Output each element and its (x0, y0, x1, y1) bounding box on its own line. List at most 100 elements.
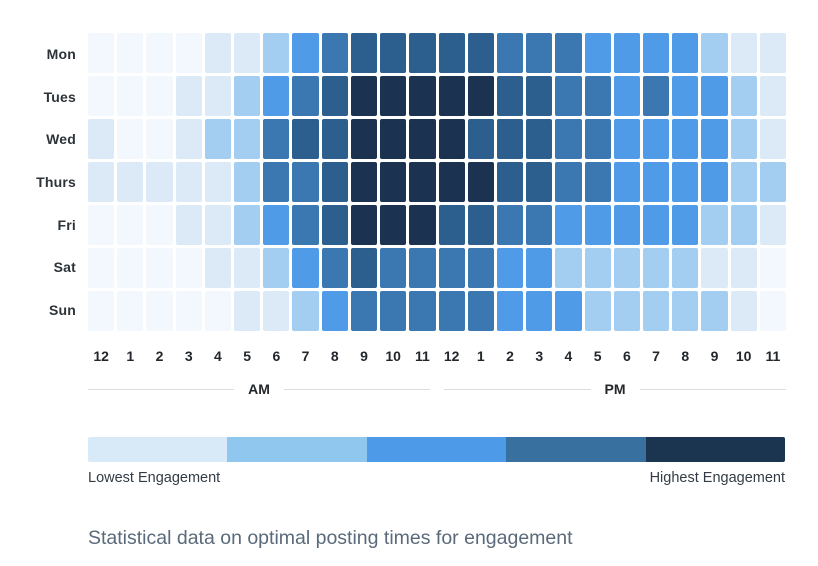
pm-left-rule (444, 388, 591, 390)
heatmap-cell (292, 162, 319, 202)
heatmap-cell (88, 248, 115, 288)
heatmap-cell (467, 162, 494, 202)
hour-label: 2 (506, 348, 514, 364)
heatmap-cell (409, 162, 436, 202)
heatmap-cell (672, 119, 699, 159)
heatmap-cell (146, 33, 173, 73)
legend-labels: Lowest Engagement Highest Engagement (88, 470, 785, 486)
heatmap-cell (730, 291, 757, 331)
hour-label: 3 (535, 348, 544, 364)
hour-label: 2 (155, 348, 164, 364)
heatmap-cell (263, 291, 290, 331)
heatmap-cell (496, 76, 524, 116)
heatmap-cell (292, 248, 319, 288)
heatmap-cell (672, 205, 699, 245)
heatmap-cell (234, 248, 261, 288)
heatmap-cell (350, 119, 378, 159)
hour-label: 1 (476, 348, 485, 364)
am-label: AM (248, 381, 270, 397)
heatmap-cell (88, 291, 115, 331)
day-label: Sun (48, 301, 76, 318)
heatmap-cell (234, 33, 261, 73)
heatmap-cell (117, 119, 144, 159)
heatmap-cell (409, 248, 436, 288)
heatmap-cell (672, 162, 699, 202)
heatmap-cell (146, 291, 173, 331)
heatmap-cell (496, 205, 524, 245)
heatmap-cell (438, 248, 465, 288)
heatmap-cell (730, 162, 757, 202)
heatmap-cell (292, 291, 319, 331)
heatmap-cell (642, 119, 670, 159)
heatmap-cell (350, 291, 378, 331)
legend-segment (645, 437, 785, 462)
legend-lowest-label: Lowest Engagement (88, 470, 221, 486)
period-row: AM PM (88, 381, 786, 397)
heatmap-cell (204, 205, 232, 245)
heatmap-cell (292, 33, 319, 73)
pm-right-rule (639, 388, 786, 390)
heatmap-cell (467, 248, 494, 288)
hour-label: 5 (593, 348, 602, 364)
heatmap-cell (263, 205, 290, 245)
heatmap-cell (204, 248, 232, 288)
heatmap-cell (234, 205, 261, 245)
heatmap-cell (204, 119, 232, 159)
heatmap-cell (263, 33, 290, 73)
heatmap-cell (613, 248, 640, 288)
legend-segment (366, 437, 507, 462)
hour-label: 5 (243, 348, 252, 364)
heatmap-cell (555, 291, 582, 331)
legend-segment (88, 437, 228, 462)
heatmap-cell (380, 248, 407, 288)
heatmap-cell (584, 162, 611, 202)
heatmap-cell (88, 162, 115, 202)
heatmap-cell (263, 76, 290, 116)
heatmap-cell (584, 76, 611, 116)
heatmap-cell (175, 119, 202, 159)
heatmap-cell (234, 162, 261, 202)
heatmap-cell (672, 76, 699, 116)
heatmap-cell (759, 205, 786, 245)
heatmap-cell (613, 162, 640, 202)
heatmap-cell (584, 119, 611, 159)
heatmap-cell (730, 119, 757, 159)
heatmap-cell (117, 162, 144, 202)
heatmap-cell (88, 76, 115, 116)
heatmap-cell (380, 162, 407, 202)
hour-label: 10 (735, 348, 752, 364)
heatmap-cell (350, 248, 378, 288)
heatmap-cell (175, 205, 202, 245)
heatmap-cell (467, 76, 494, 116)
day-labels: Mon Tues Wed Thurs Fri Sat Sun (0, 33, 76, 331)
heatmap-cell (526, 162, 553, 202)
heatmap-cell (88, 205, 115, 245)
day-label: Wed (46, 131, 76, 148)
heatmap-cell (146, 162, 173, 202)
heatmap-cell (701, 162, 728, 202)
day-label: Tues (43, 88, 76, 105)
heatmap-cell (175, 248, 202, 288)
heatmap-cell (701, 76, 728, 116)
heatmap-cell (234, 119, 261, 159)
hour-label: 9 (360, 348, 368, 364)
heatmap-cell (467, 119, 494, 159)
heatmap-cell (175, 291, 202, 331)
heatmap-cell (672, 248, 699, 288)
heatmap-cell (642, 205, 670, 245)
heatmap-cell (438, 33, 465, 73)
day-label: Fri (57, 216, 76, 233)
heatmap-cell (642, 76, 670, 116)
heatmap-cell (730, 76, 757, 116)
pm-period: PM (444, 381, 786, 397)
heatmap-cell (759, 119, 786, 159)
legend-highest-label: Highest Engagement (649, 470, 785, 486)
hour-label: 8 (330, 348, 339, 364)
heatmap-cell (642, 33, 670, 73)
heatmap-cell (263, 119, 290, 159)
heatmap-cell (409, 76, 436, 116)
heatmap-cell (175, 76, 202, 116)
heatmap-cell (613, 76, 640, 116)
heatmap-cell (555, 205, 582, 245)
pm-label: PM (604, 381, 626, 397)
